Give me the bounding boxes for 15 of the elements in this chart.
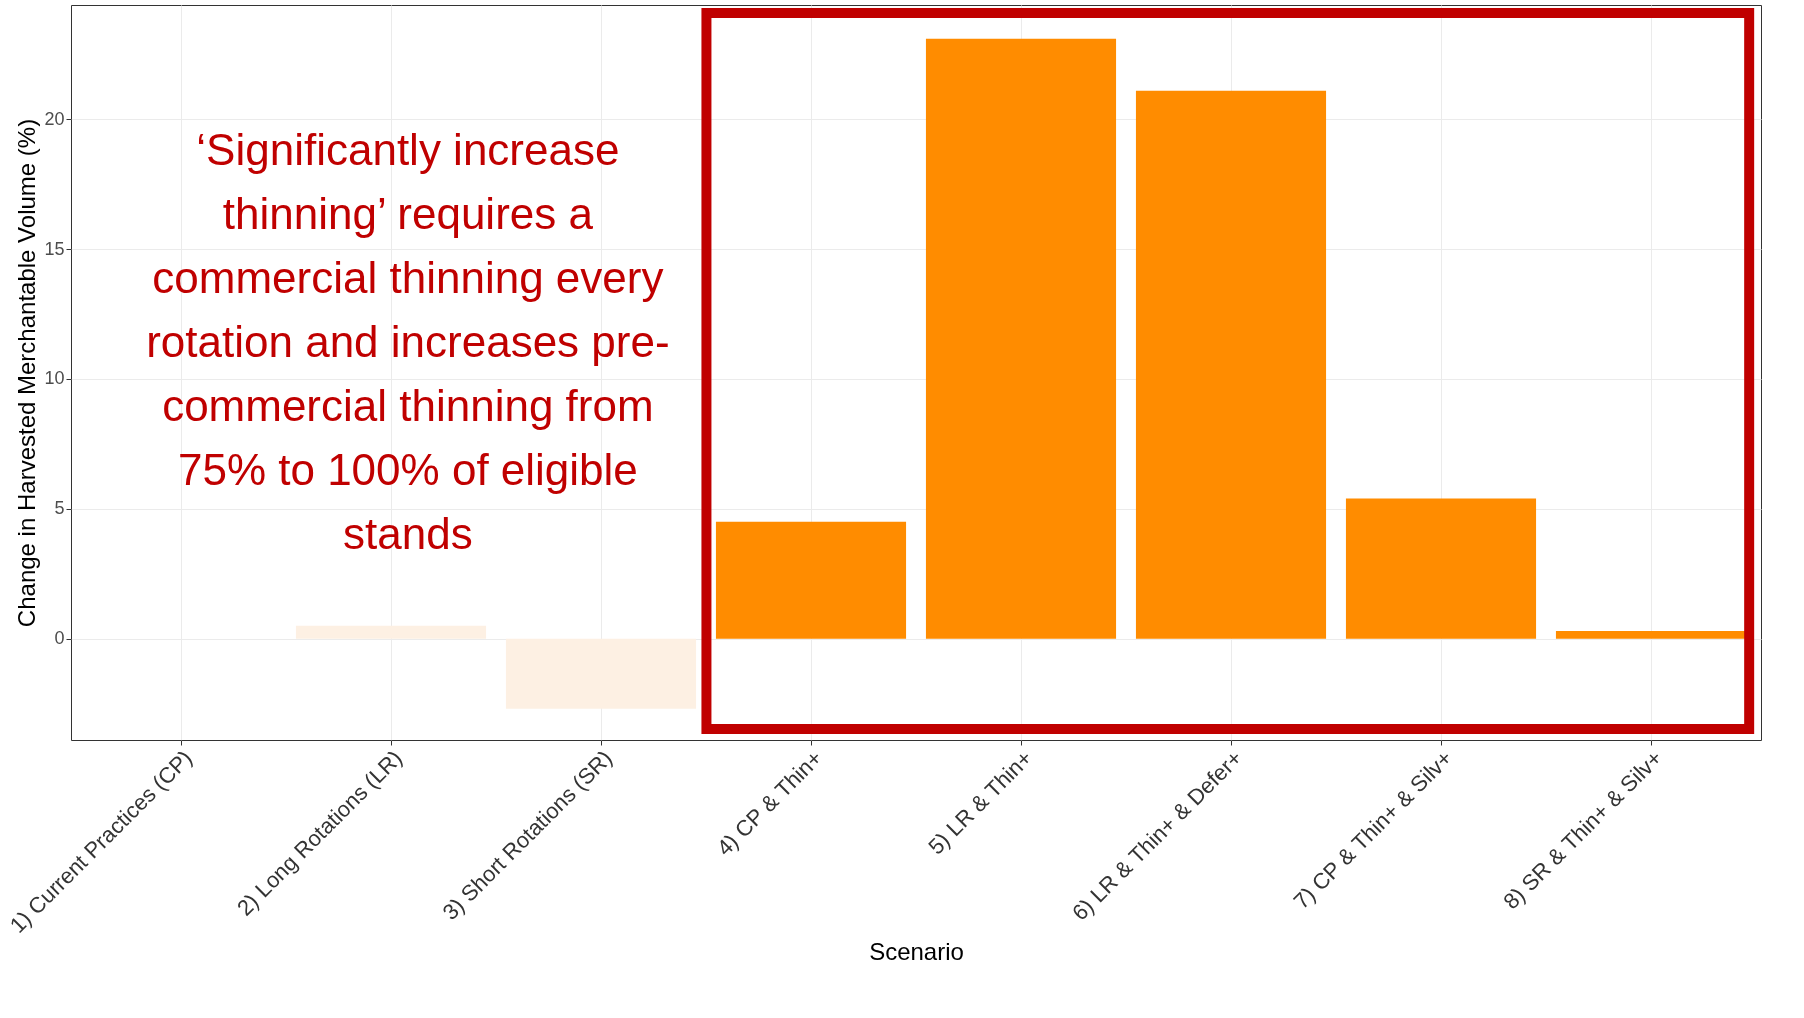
y-tick-label: 5 bbox=[54, 498, 65, 519]
y-tick-label: 20 bbox=[44, 108, 65, 129]
bar bbox=[1345, 498, 1537, 639]
y-axis-title: Change in Harvested Merchantable Volume (%) bbox=[13, 118, 41, 628]
y-tick-label: 15 bbox=[44, 238, 65, 259]
bar bbox=[505, 638, 697, 709]
y-tick-label: 0 bbox=[54, 628, 65, 649]
annotation: ‘Significantly increase thinning’ requires a commercial thinning every rotation and increases pre- commercial thinning from 75% to 100% of eligible stands bbox=[146, 125, 670, 558]
x-axis-title: Scenario bbox=[869, 937, 964, 965]
bar bbox=[715, 521, 907, 639]
bar bbox=[295, 625, 487, 639]
bar bbox=[1135, 90, 1327, 639]
bar bbox=[1555, 630, 1747, 639]
y-tick-label: 10 bbox=[44, 368, 65, 389]
bar bbox=[925, 38, 1117, 639]
